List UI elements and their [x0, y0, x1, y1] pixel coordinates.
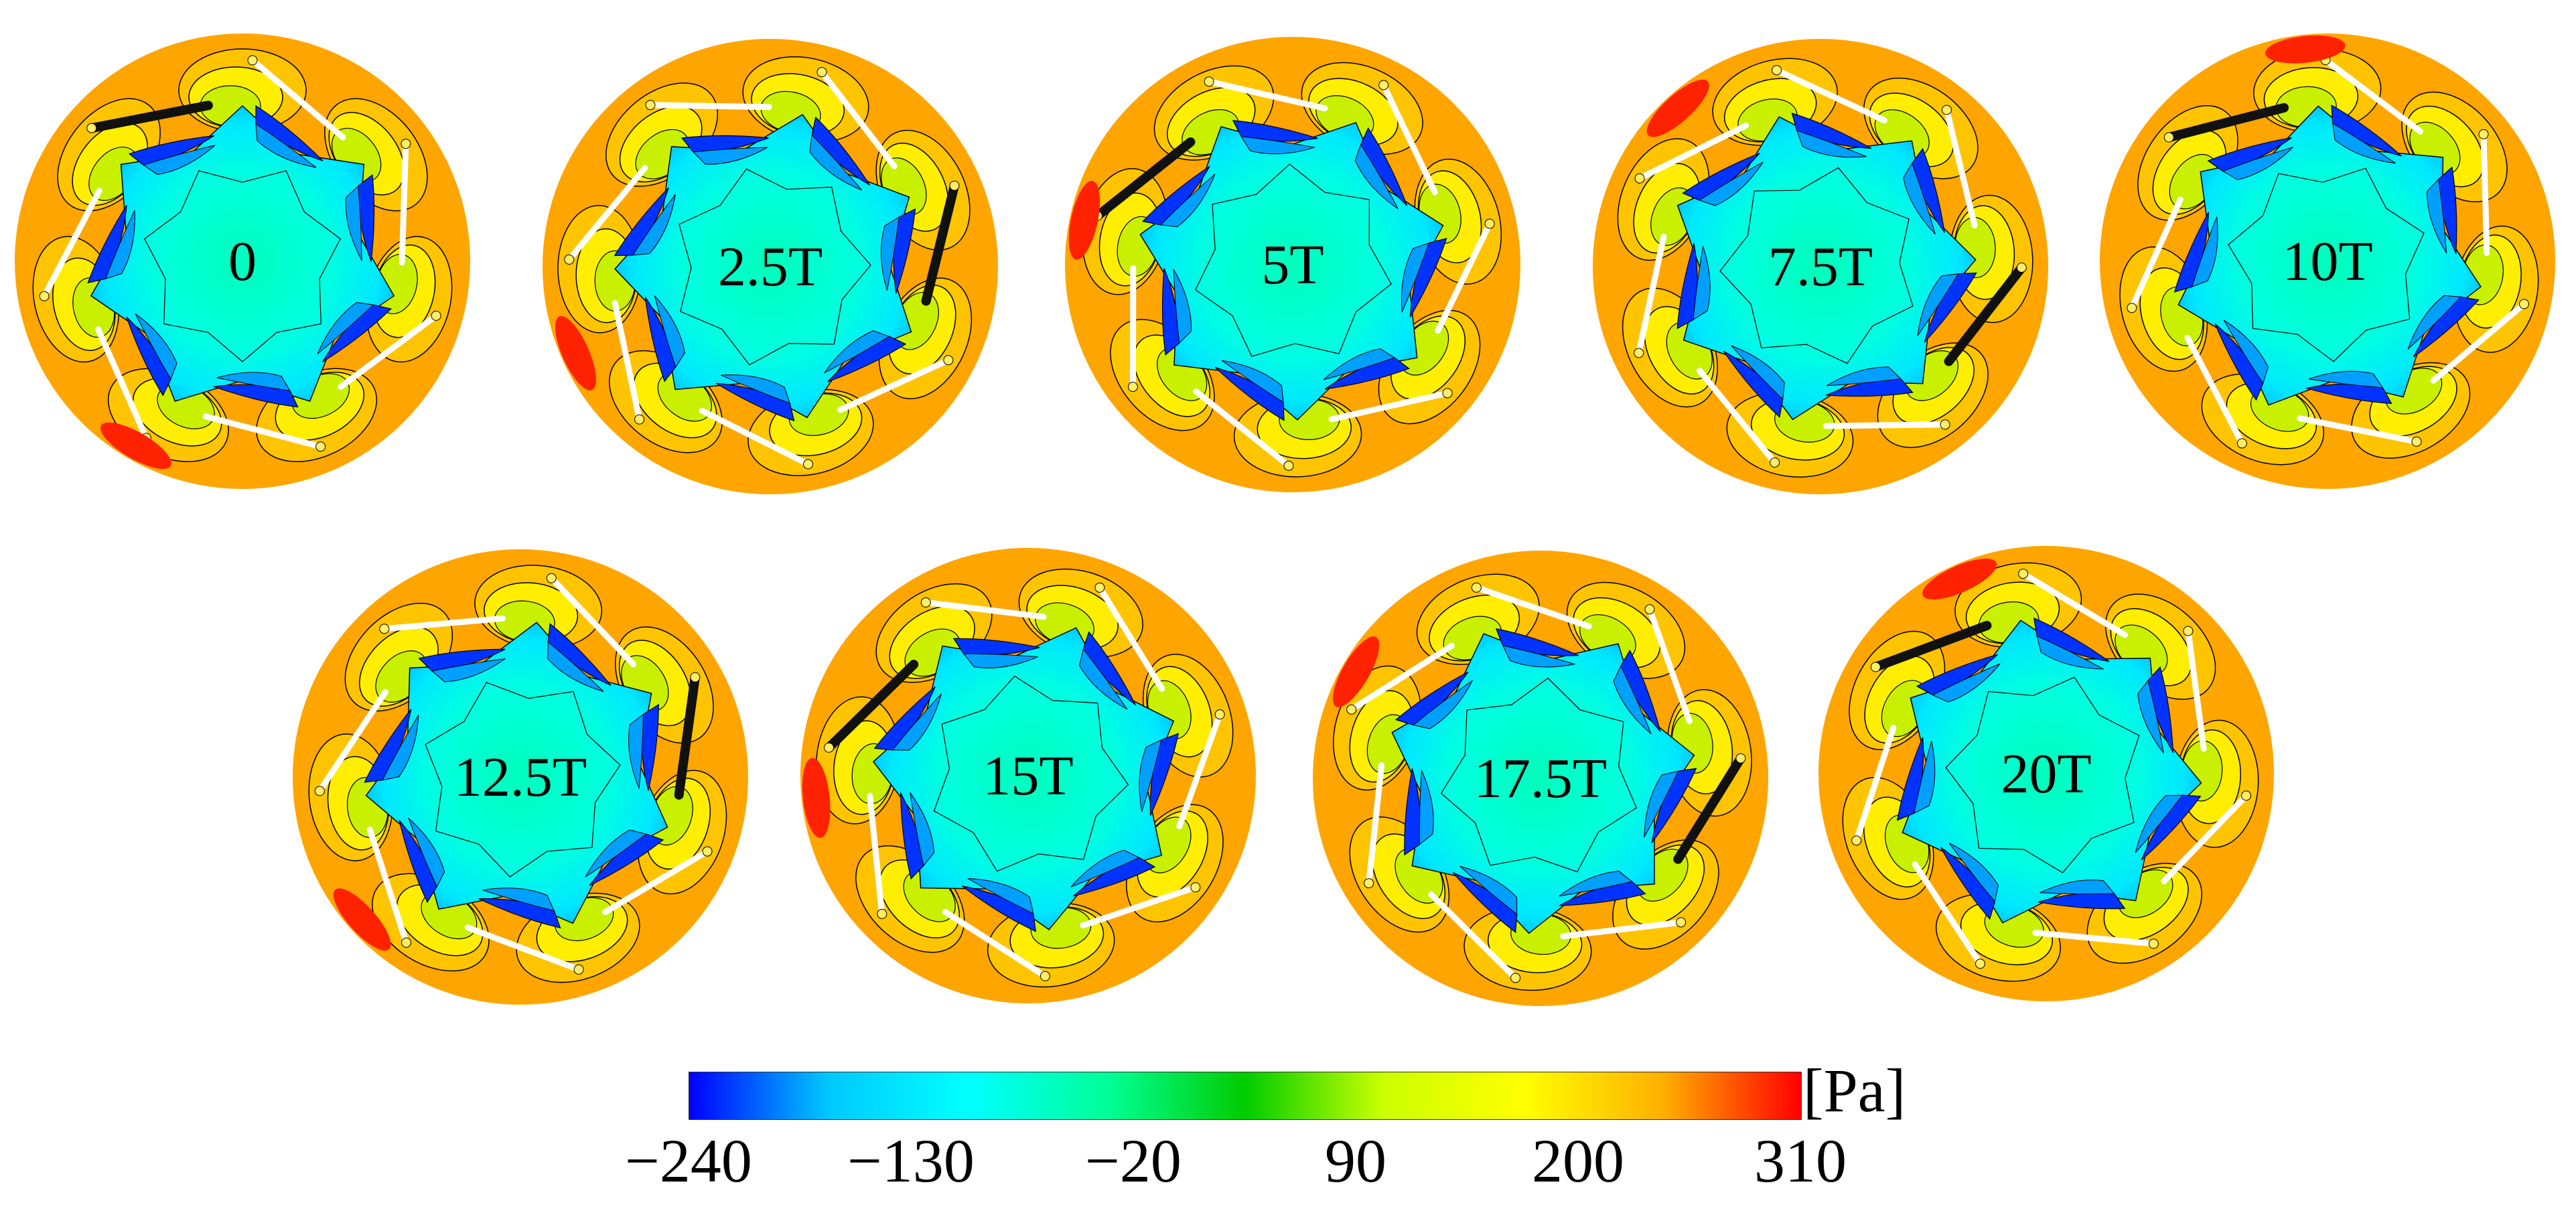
blade [867, 792, 935, 919]
blade [942, 877, 1050, 981]
contour-panel: 5T [1058, 30, 1527, 499]
blade [202, 372, 326, 452]
blade [1644, 753, 1746, 864]
blade [1471, 582, 1592, 668]
blade [645, 100, 772, 165]
contour-panel: 20T [1812, 539, 2281, 1008]
blade [546, 573, 637, 692]
pressure-contour-plot [2100, 33, 2555, 489]
colorbar-unit: [Pa] [1803, 1056, 1906, 1125]
blade [1903, 104, 1978, 234]
blade [2320, 55, 2424, 164]
blade [366, 817, 445, 948]
pressure-contour-plot [1065, 37, 1520, 492]
blade [824, 660, 942, 753]
blade [314, 689, 419, 796]
pressure-contour-plot [1593, 39, 2048, 494]
colorbar-tick: 310 [1754, 1127, 1847, 1195]
blade [881, 180, 960, 306]
contour-panel: 17.5T [1306, 544, 1775, 1013]
blade [1204, 76, 1328, 155]
blade [1193, 360, 1294, 471]
blade [1401, 218, 1495, 334]
colorbar [689, 1072, 1802, 1120]
blade [39, 188, 135, 301]
blade [1696, 345, 1785, 468]
blade [1613, 604, 1693, 735]
blade [1354, 80, 1438, 210]
blade [1127, 265, 1192, 393]
blade [464, 887, 584, 975]
contour-panel: 7.5T [1586, 32, 2055, 501]
blade [247, 55, 346, 168]
blade [2127, 196, 2218, 313]
blade [2184, 319, 2269, 449]
pressure-contour-plot [15, 33, 470, 489]
colorbar-tick: −20 [1085, 1127, 1182, 1195]
pressure-contour-plot [543, 39, 998, 494]
blade [2032, 879, 2159, 949]
blade [628, 672, 701, 800]
colorbar-tick: −240 [625, 1127, 752, 1195]
contour-panel: 0 [8, 27, 477, 496]
blade [1559, 871, 1687, 940]
blade [920, 597, 1047, 668]
blade [1092, 137, 1216, 228]
colorbar-tick: 200 [1532, 1127, 1624, 1195]
blade [1917, 263, 2027, 366]
blade [612, 295, 686, 425]
blade [345, 139, 411, 266]
blade [564, 165, 676, 265]
blade [1428, 865, 1521, 983]
blade [95, 313, 177, 443]
blade [699, 374, 814, 470]
pressure-contour-plot [1818, 546, 2274, 1001]
blade [585, 829, 713, 916]
blade [2407, 295, 2529, 384]
blade [379, 615, 506, 683]
blade [1364, 762, 1434, 889]
blade [1079, 582, 1165, 710]
colorbar-tick: −130 [847, 1127, 975, 1195]
contour-panel: 10T [2093, 27, 2562, 496]
blade [2018, 569, 2129, 670]
blade [1139, 709, 1225, 829]
blade [1823, 366, 1950, 430]
blade [2163, 102, 2294, 180]
blade [809, 67, 898, 191]
blade [1772, 65, 1887, 158]
blade [86, 100, 216, 175]
blade [1070, 849, 1201, 929]
blade [1634, 122, 1764, 206]
contour-panel: 15T [794, 541, 1263, 1010]
blade [2137, 626, 2207, 754]
pressure-contour-plot [800, 548, 1256, 1003]
blade [1851, 724, 1936, 846]
blade [317, 301, 441, 390]
blade [1634, 234, 1711, 358]
contour-panel: 2.5T [536, 32, 1005, 501]
blade [1323, 348, 1453, 423]
blade [1870, 620, 2001, 703]
contour-panel: 12.5T [286, 543, 755, 1011]
blade [2297, 370, 2422, 447]
blade [1912, 843, 1999, 969]
colorbar-tick: 90 [1325, 1127, 1386, 1195]
blade [2135, 790, 2252, 885]
pressure-contour-plot [1313, 551, 1768, 1006]
blade [2426, 129, 2490, 257]
pressure-contour-plot [293, 549, 748, 1005]
blade [824, 330, 954, 413]
blade [1346, 642, 1474, 729]
